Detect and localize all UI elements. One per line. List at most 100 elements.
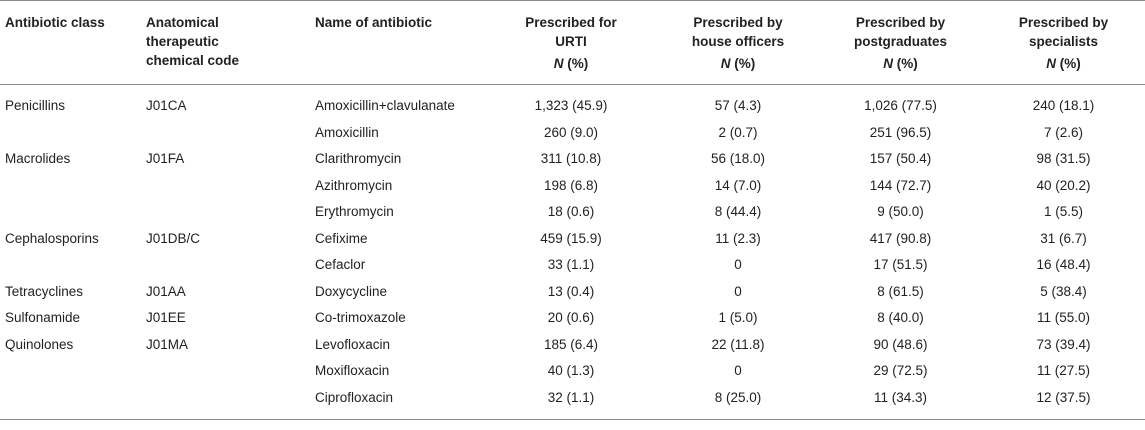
cell-prescribed-specialists: 98 (31.5) bbox=[1036, 151, 1091, 166]
table-row: Tetracyclines J01AA Doxycycline 13 (0.4) 0 8 … bbox=[0, 279, 1145, 306]
cell-atc-code: J01AA bbox=[146, 283, 186, 299]
cell-atc-code bbox=[146, 384, 315, 420]
header-prescribed-urti: Prescribed for URTI N (%) bbox=[485, 0, 657, 85]
cell-antibiotic-class: Macrolides bbox=[5, 151, 71, 166]
table-row: Sulfonamide J01EE Co-trimoxazole 20 (0.6) 1 … bbox=[0, 305, 1145, 332]
cell-antibiotic-name: Cefixime bbox=[315, 230, 368, 246]
cell-atc-code bbox=[146, 120, 315, 147]
cell-prescribed-urti: 20 (0.6) bbox=[547, 310, 595, 325]
cell-prescribed-house-officers: 14 (7.0) bbox=[714, 177, 762, 193]
cell-atc-code: J01FA bbox=[146, 151, 185, 166]
cell-prescribed-postgraduates: 417 (90.8) bbox=[869, 230, 932, 246]
cell-antibiotic-class: Cephalosporins bbox=[5, 230, 99, 246]
header-unit-n: N bbox=[1046, 56, 1056, 71]
cell-prescribed-specialists: 11 (27.5) bbox=[1036, 363, 1091, 378]
header-row: Antibiotic class Anatomical therapeutic che… bbox=[0, 0, 1145, 85]
table-row: Macrolides J01FA Clarithromycin 311 (10.8) 5… bbox=[0, 146, 1145, 173]
cell-prescribed-house-officers: 0 bbox=[734, 283, 742, 299]
cell-prescribed-postgraduates: 144 (72.7) bbox=[869, 177, 932, 193]
cell-antibiotic-class: Sulfonamide bbox=[5, 310, 81, 325]
header-unit-n: N bbox=[883, 56, 893, 71]
cell-atc-code bbox=[146, 358, 315, 385]
cell-prescribed-urti: 198 (6.8) bbox=[543, 177, 599, 193]
header-text-line: Prescribed for bbox=[525, 15, 617, 30]
table-row: Penicillins J01CA Amoxicillin+clavulanate 1… bbox=[0, 85, 1145, 120]
table-row: Ciprofloxacin 32 (1.1) 8 (25.0) 11 (34.3) 12… bbox=[0, 384, 1145, 420]
header-text-line: URTI bbox=[555, 34, 587, 49]
cell-prescribed-postgraduates: 17 (51.5) bbox=[873, 257, 928, 272]
cell-prescribed-postgraduates: 1,026 (77.5) bbox=[864, 98, 937, 113]
antibiotic-prescription-table: Antibiotic class Anatomical therapeutic che… bbox=[0, 0, 1145, 420]
cell-prescribed-specialists: 11 (55.0) bbox=[1036, 310, 1091, 325]
cell-prescribed-urti: 33 (1.1) bbox=[547, 257, 595, 272]
cell-antibiotic-name: Levofloxacin bbox=[315, 336, 391, 352]
cell-prescribed-specialists: 12 (37.5) bbox=[982, 384, 1145, 420]
header-text-line: Prescribed by bbox=[1018, 15, 1109, 30]
header-text-line: house officers bbox=[691, 34, 785, 49]
table-header: Antibiotic class Anatomical therapeutic che… bbox=[0, 0, 1145, 85]
cell-atc-code: J01EE bbox=[146, 310, 186, 325]
header-text-line: specialists bbox=[1028, 34, 1099, 49]
header-prescribed-postgraduates: Prescribed by postgraduates N (%) bbox=[819, 0, 982, 85]
cell-prescribed-house-officers: 56 (18.0) bbox=[710, 151, 766, 166]
header-text-line: Name of antibiotic bbox=[315, 15, 433, 30]
cell-antibiotic-class bbox=[0, 199, 146, 226]
cell-prescribed-specialists: 7 (2.6) bbox=[1043, 124, 1084, 140]
cell-atc-code bbox=[146, 252, 315, 279]
cell-atc-code: J01DB/C bbox=[146, 230, 201, 246]
header-unit: N (%) bbox=[819, 54, 982, 73]
cell-prescribed-house-officers: 8 (25.0) bbox=[657, 384, 819, 420]
header-prescribed-house-officers: Prescribed by house officers N (%) bbox=[657, 0, 819, 85]
header-unit-percent: (%) bbox=[730, 56, 756, 71]
cell-atc-code bbox=[146, 199, 315, 226]
table-row: Cefaclor 33 (1.1) 0 17 (51.5) 16 (48.4) bbox=[0, 252, 1145, 279]
cell-antibiotic-class: Penicillins bbox=[5, 98, 66, 113]
cell-antibiotic-class: Quinolones bbox=[5, 336, 74, 352]
cell-prescribed-specialists: 16 (48.4) bbox=[1036, 257, 1091, 272]
cell-prescribed-house-officers: 0 bbox=[734, 257, 742, 272]
header-text-line: Antibiotic class bbox=[5, 15, 105, 30]
table-row: Quinolones J01MA Levofloxacin 185 (6.4) 22 (… bbox=[0, 332, 1145, 359]
cell-antibiotic-name: Amoxicillin bbox=[315, 124, 379, 140]
cell-prescribed-urti: 1,323 (45.9) bbox=[534, 98, 608, 113]
cell-prescribed-urti: 32 (1.1) bbox=[485, 384, 657, 420]
table-row: Amoxicillin 260 (9.0) 2 (0.7) 251 (96.5) 7 (… bbox=[0, 120, 1145, 147]
header-text-line: Prescribed by bbox=[693, 15, 783, 30]
header-prescribed-specialists: Prescribed by specialists N (%) bbox=[982, 0, 1145, 85]
header-unit-percent: (%) bbox=[893, 56, 918, 71]
cell-prescribed-postgraduates: 251 (96.5) bbox=[869, 124, 932, 140]
header-unit: N (%) bbox=[982, 54, 1145, 73]
cell-prescribed-urti: 185 (6.4) bbox=[543, 336, 599, 352]
header-text-line: Anatomical bbox=[146, 15, 219, 30]
cell-prescribed-specialists: 1 (5.5) bbox=[1043, 204, 1084, 219]
cell-prescribed-postgraduates: 8 (40.0) bbox=[877, 310, 924, 325]
cell-antibiotic-name: Erythromycin bbox=[315, 204, 394, 219]
cell-prescribed-urti: 18 (0.6) bbox=[547, 204, 595, 219]
header-antibiotic-name: Name of antibiotic bbox=[315, 0, 485, 85]
table-row: Cephalosporins J01DB/C Cefixime 459 (15.9) 1… bbox=[0, 226, 1145, 253]
cell-prescribed-urti: 260 (9.0) bbox=[543, 124, 599, 140]
header-unit-n: N bbox=[553, 56, 564, 71]
cell-prescribed-postgraduates: 8 (61.5) bbox=[877, 283, 924, 299]
cell-prescribed-specialists: 31 (6.7) bbox=[1040, 230, 1087, 246]
cell-antibiotic-class bbox=[0, 358, 146, 385]
header-unit: N (%) bbox=[657, 54, 819, 73]
cell-prescribed-postgraduates: 11 (34.3) bbox=[819, 384, 982, 420]
cell-prescribed-specialists: 5 (38.4) bbox=[1040, 283, 1087, 299]
cell-antibiotic-name: Doxycycline bbox=[315, 283, 388, 299]
table-row: Moxifloxacin 40 (1.3) 0 29 (72.5) 11 (27.5) bbox=[0, 358, 1145, 385]
cell-prescribed-urti: 311 (10.8) bbox=[540, 151, 602, 166]
table-body: Penicillins J01CA Amoxicillin+clavulanate 1… bbox=[0, 85, 1145, 420]
cell-antibiotic-name: Moxifloxacin bbox=[315, 363, 390, 378]
header-text-line: postgraduates bbox=[853, 34, 948, 49]
cell-prescribed-postgraduates: 157 (50.4) bbox=[869, 151, 932, 166]
cell-atc-code: J01CA bbox=[146, 98, 187, 113]
cell-antibiotic-name: Ciprofloxacin bbox=[315, 384, 485, 420]
header-unit-n: N bbox=[720, 56, 731, 71]
cell-antibiotic-class bbox=[0, 173, 146, 200]
header-unit-percent: (%) bbox=[563, 56, 589, 71]
cell-antibiotic-class bbox=[0, 120, 146, 147]
cell-antibiotic-class: Tetracyclines bbox=[5, 283, 84, 299]
header-text-line: chemical code bbox=[146, 53, 240, 68]
cell-prescribed-specialists: 40 (20.2) bbox=[1036, 177, 1091, 193]
